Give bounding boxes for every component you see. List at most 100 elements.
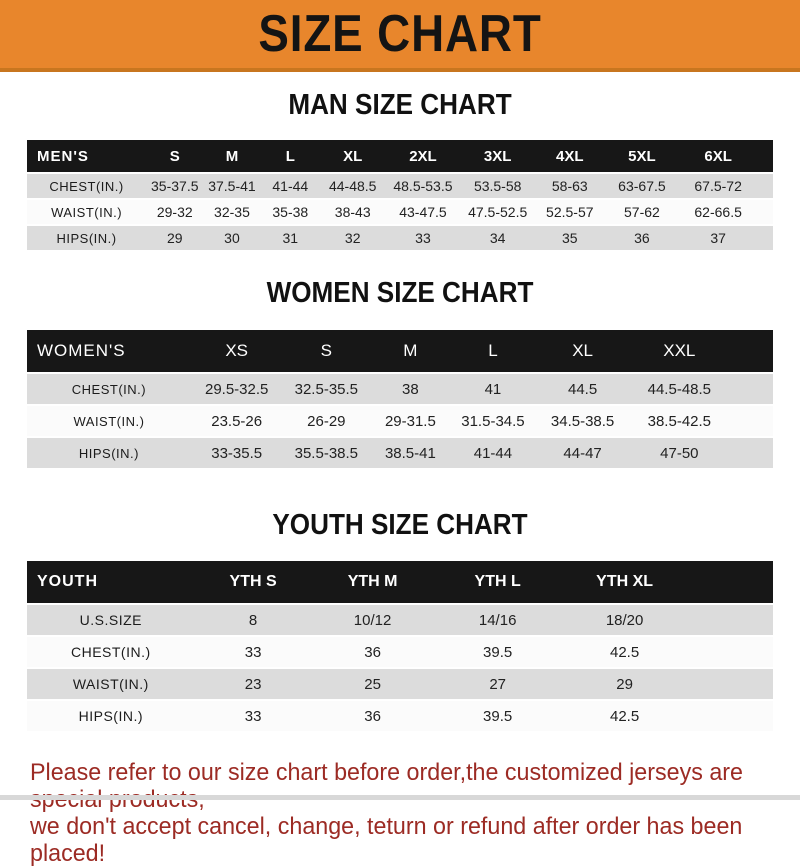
size-value-cell: 39.5 (433, 701, 562, 731)
youth-size-table: YOUTH YTH S YTH M YTH L YTH XL U.S.SIZE 8 10/12… (27, 559, 773, 733)
size-value-cell: 37 (679, 226, 758, 250)
size-value-cell: 42.5 (561, 637, 688, 667)
size-value-cell: 33 (194, 701, 312, 731)
size-value-cell: 63-67.5 (604, 174, 680, 198)
size-value-cell: 38-43 (320, 200, 386, 224)
size-value-cell: 41 (450, 374, 536, 404)
size-value-cell: 62-66.5 (679, 200, 758, 224)
size-value-cell: 67.5-72 (679, 174, 758, 198)
size-value-cell: 27 (433, 669, 562, 699)
youth-section-heading: YOUTH SIZE CHART (272, 509, 528, 541)
size-value-cell: 36 (311, 637, 434, 667)
size-value-cell: 37.5-41 (203, 174, 261, 198)
table-row: HIPS(IN.) 33 36 39.5 42.5 (27, 701, 773, 731)
row-label: HIPS(IN.) (27, 226, 147, 250)
size-value-cell: 38.5-42.5 (629, 406, 729, 436)
size-column-header: 2XL (385, 140, 461, 172)
size-value-cell: 32-35 (203, 200, 261, 224)
size-value-cell: 33 (385, 226, 461, 250)
phantom-cell (757, 174, 773, 198)
size-value-cell: 35-37.5 (146, 174, 204, 198)
size-value-cell: 35-38 (260, 200, 320, 224)
table-row: WAIST(IN.) 23 25 27 29 (27, 669, 773, 699)
footer-note-line-1: Please refer to our size chart before or… (30, 759, 743, 813)
phantom-cell (687, 561, 773, 603)
size-value-cell: 47.5-52.5 (460, 200, 535, 224)
men-section-heading: MAN SIZE CHART (288, 89, 512, 121)
table-row: WAIST(IN.) 29-32 32-35 35-38 38-43 43-47.5 47.… (27, 200, 773, 224)
size-value-cell: 8 (194, 605, 312, 635)
size-value-cell: 53.5-58 (460, 174, 535, 198)
phantom-cell (687, 701, 773, 731)
size-value-cell: 41-44 (260, 174, 320, 198)
size-column-header: XL (320, 140, 386, 172)
size-column-header: 5XL (604, 140, 680, 172)
size-value-cell: 35.5-38.5 (282, 438, 371, 468)
row-label: WAIST(IN.) (27, 669, 195, 699)
section-youth: YOUTH SIZE CHART YOUTH YTH S YTH M YTH L YTH… (0, 508, 800, 733)
table-row: CHEST(IN.) 29.5-32.5 32.5-35.5 38 41 44.5 44.5… (27, 374, 773, 404)
size-column-header: XS (190, 330, 283, 372)
size-value-cell: 33-35.5 (190, 438, 283, 468)
table-row: HIPS(IN.) 33-35.5 35.5-38.5 38.5-41 41-44 44-… (27, 438, 773, 468)
size-value-cell: 32.5-35.5 (282, 374, 371, 404)
table-header-row: YOUTH YTH S YTH M YTH L YTH XL (27, 561, 773, 603)
table-row: U.S.SIZE 8 10/12 14/16 18/20 (27, 605, 773, 635)
size-value-cell: 23 (194, 669, 312, 699)
size-value-cell: 47-50 (629, 438, 729, 468)
phantom-cell (728, 330, 773, 372)
table-header-row: WOMEN'S XS S M L XL XXL (27, 330, 773, 372)
size-value-cell: 32 (320, 226, 386, 250)
size-column-header: M (370, 330, 451, 372)
phantom-cell (757, 140, 773, 172)
size-value-cell: 36 (311, 701, 434, 731)
row-label: HIPS(IN.) (27, 701, 195, 731)
table-corner-label: YOUTH (27, 561, 195, 603)
bottom-edge-strip (0, 795, 800, 800)
size-column-header: YTH XL (561, 561, 688, 603)
size-value-cell: 48.5-53.5 (385, 174, 461, 198)
size-column-header: XXL (629, 330, 729, 372)
size-value-cell: 25 (311, 669, 434, 699)
size-value-cell: 52.5-57 (534, 200, 605, 224)
size-value-cell: 42.5 (561, 701, 688, 731)
size-value-cell: 31 (260, 226, 320, 250)
phantom-cell (687, 637, 773, 667)
row-label: WAIST(IN.) (27, 200, 147, 224)
size-value-cell: 33 (194, 637, 312, 667)
phantom-cell (757, 200, 773, 224)
banner: SIZE CHART (0, 0, 800, 72)
size-value-cell: 57-62 (604, 200, 680, 224)
table-header-row: MEN'S S M L XL 2XL 3XL 4XL 5XL 6XL (27, 140, 773, 172)
size-column-header: YTH M (311, 561, 434, 603)
phantom-cell (728, 438, 773, 468)
size-column-header: 4XL (534, 140, 605, 172)
size-value-cell: 23.5-26 (190, 406, 283, 436)
women-size-table: WOMEN'S XS S M L XL XXL CHEST(IN.) 29.5-32.5 32.5… (27, 328, 773, 470)
table-corner-label: MEN'S (27, 140, 147, 172)
size-value-cell: 38 (370, 374, 451, 404)
size-value-cell: 18/20 (561, 605, 688, 635)
phantom-cell (687, 669, 773, 699)
footer-note: Please refer to our size chart before or… (30, 759, 753, 867)
section-women: WOMEN SIZE CHART WOMEN'S XS S M L XL XXL CHEST(… (0, 276, 800, 470)
banner-title: SIZE CHART (258, 5, 542, 63)
size-value-cell: 29 (146, 226, 204, 250)
table-row: HIPS(IN.) 29 30 31 32 33 34 35 36 37 (27, 226, 773, 250)
table-row: CHEST(IN.) 33 36 39.5 42.5 (27, 637, 773, 667)
size-value-cell: 29.5-32.5 (190, 374, 283, 404)
row-label: HIPS(IN.) (27, 438, 191, 468)
size-column-header: L (450, 330, 536, 372)
size-value-cell: 26-29 (282, 406, 371, 436)
size-value-cell: 29-31.5 (370, 406, 451, 436)
section-men: MAN SIZE CHART MEN'S S M L XL 2XL 3XL 4XL 5XL 6XL… (0, 88, 800, 252)
size-value-cell: 39.5 (433, 637, 562, 667)
row-label: CHEST(IN.) (27, 374, 191, 404)
size-value-cell: 58-63 (534, 174, 605, 198)
row-label: WAIST(IN.) (27, 406, 191, 436)
size-column-header: S (282, 330, 371, 372)
footer-note-line-2: we don't accept cancel, change, teturn o… (30, 813, 743, 867)
size-value-cell: 38.5-41 (370, 438, 451, 468)
size-value-cell: 44-48.5 (320, 174, 386, 198)
